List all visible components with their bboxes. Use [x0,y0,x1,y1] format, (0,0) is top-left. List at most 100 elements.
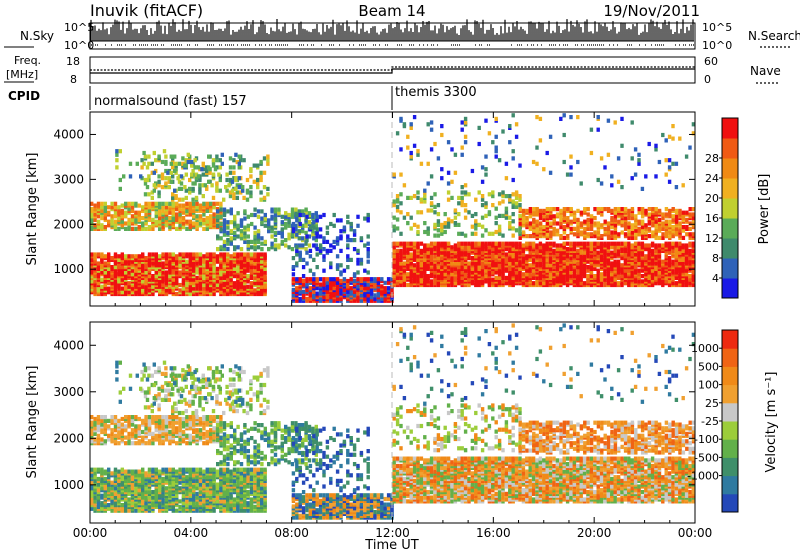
power-cell [399,210,403,215]
power-cell [586,212,590,217]
power-cell [457,212,461,217]
power-cell [134,219,138,224]
power-cell [484,274,488,279]
power-cell [453,170,458,175]
power-cell [433,204,437,209]
power-cell [164,252,169,257]
power-cell [253,207,257,212]
power-cell [198,252,203,257]
power-cell [359,286,364,291]
power-cell [232,176,236,181]
power-cell [117,216,121,221]
power-cell [386,277,391,282]
power-cell [409,268,413,273]
power-cell [329,248,333,253]
power-cell [216,214,220,219]
power-cell [308,286,313,291]
power-cell [501,199,505,204]
power-cell [678,250,682,255]
power-cell [273,238,278,243]
power-cell [235,190,239,195]
power-cell [256,263,260,268]
power-cell [263,239,267,244]
power-cell [630,230,635,235]
power-cell [674,161,679,166]
power-cell [630,212,635,217]
power-cell [583,226,587,231]
power-cell [164,259,169,264]
power-cell [460,261,464,266]
power-cell [610,241,614,246]
power-cell [545,221,550,226]
power-cell [194,195,199,200]
power-cell [460,127,464,132]
power-cell [287,236,291,241]
power-cell [219,252,223,257]
power-cell [181,203,186,208]
power-cell [562,207,567,212]
power-cell [177,161,182,166]
power-cell [260,216,264,221]
power-cell [555,266,560,271]
power-cell [494,229,498,235]
power-cell [518,163,522,168]
power-cell [392,259,396,264]
power-cell [225,172,229,177]
power-cell [460,190,464,195]
power-cell [562,132,566,138]
power-cell [212,219,216,224]
power-cell [175,261,179,266]
sky-left-label: N.Sky [20,29,54,43]
power-cell [366,254,370,259]
power-cell [185,208,189,213]
power-cell [538,214,543,219]
power-cell [691,241,696,246]
power-cell [266,158,270,163]
power-cell [610,250,614,255]
power-cell [363,286,367,291]
power-cell [219,236,223,241]
power-cell [113,210,118,215]
power-cell [603,165,607,170]
power-cell [192,281,196,286]
power-cell [429,208,434,213]
power-cell [152,188,156,193]
power-cell [671,281,675,286]
power-cell [596,207,601,212]
power-cell [290,214,295,219]
power-cell [234,152,238,157]
power-cell [152,183,156,188]
power-cell [470,231,475,236]
power-cell [637,268,641,273]
power-cell [301,243,305,248]
power-cell [110,205,114,210]
power-cell [90,225,94,230]
power-cell [691,131,696,136]
power-cell [356,270,360,275]
power-cell [137,225,141,230]
power-cell [222,225,227,230]
power-cell [589,232,594,237]
power-cell [443,224,447,229]
power-cell [542,265,546,270]
power-cell [207,165,211,170]
power-cell [346,238,350,243]
power-cell [681,228,686,233]
power-cell [349,286,353,291]
power-cell [352,278,357,284]
power-cell [158,216,162,221]
power-cell [90,265,94,270]
power-cell [178,212,182,217]
power-cell [273,207,278,212]
power-cell [335,218,340,223]
freq-tick-high: 18 [66,55,80,68]
power-cell [346,278,350,284]
power-cell [141,252,145,257]
power-cell [161,282,165,288]
power-cell [209,201,213,206]
power-cell [443,241,447,246]
power-cell [239,272,243,277]
power-cell [266,186,270,191]
power-cell [671,225,675,230]
power-cell [185,252,189,257]
